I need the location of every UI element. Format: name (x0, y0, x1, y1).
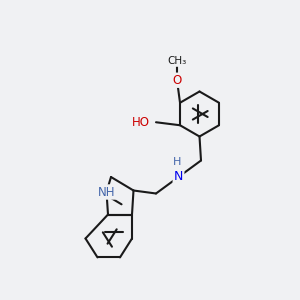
Text: N: N (174, 170, 183, 184)
Text: H: H (173, 157, 181, 167)
Text: O: O (172, 74, 182, 87)
Text: NH: NH (98, 185, 115, 199)
Text: HO: HO (131, 116, 149, 129)
Text: CH₃: CH₃ (167, 56, 187, 66)
